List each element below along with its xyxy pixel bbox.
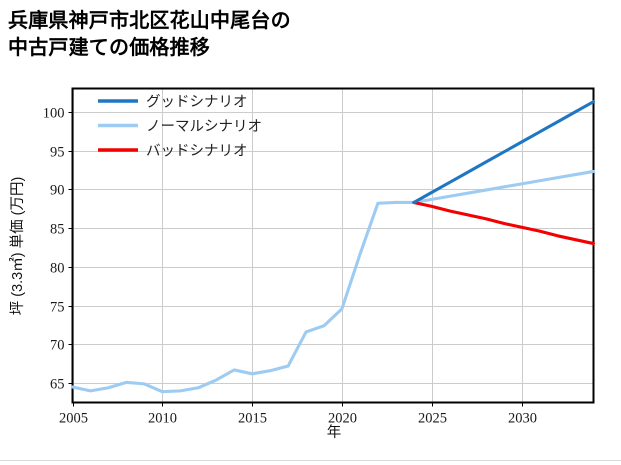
x-tick-label: 2030 [508,411,537,427]
y-tick-label: 80 [50,261,65,277]
y-tick-label: 100 [43,106,65,122]
data-series-layer [70,100,596,394]
x-axis-tick-labels: 2005 2010 2015 2020 2025 2030 [59,411,537,427]
y-tick-label: 95 [50,145,65,161]
y-axis-title: 坪 (3.3㎡) 単価 (万円) [9,177,26,316]
y-tick-label: 70 [50,338,65,354]
chart-title: 兵庫県神戸市北区花山中尾台の 中古戸建ての価格推移 [8,8,608,62]
x-tick-label: 2020 [328,411,357,427]
grid-lines [72,88,594,403]
chart-title-line-1: 兵庫県神戸市北区花山中尾台の [8,10,291,32]
axis-tick-marks [68,111,524,407]
x-tick-label: 2005 [59,411,88,427]
series-line-グッドシナリオ [412,100,596,205]
x-tick-label: 2015 [238,411,267,427]
series-line-ノーマルシナリオ [70,169,596,394]
chart-title-line-2: 中古戸建ての価格推移 [8,36,210,59]
x-axis-title: 年 [327,424,342,441]
y-axis-tick-labels: 65 70 75 80 85 90 95 100 [43,106,65,393]
legend-label: バッドシナリオ [146,144,248,160]
y-tick-label: 85 [50,222,65,238]
series-line-バッドシナリオ [412,200,596,246]
y-tick-label: 90 [50,183,65,199]
y-tick-label: 75 [50,300,65,316]
legend-label: ノーマルシナリオ [146,119,262,135]
x-tick-label: 2010 [148,411,177,427]
legend-label: グッドシナリオ [146,94,248,111]
plot-frame [71,87,595,404]
y-tick-label: 65 [50,377,65,393]
x-tick-label: 2025 [418,411,447,427]
